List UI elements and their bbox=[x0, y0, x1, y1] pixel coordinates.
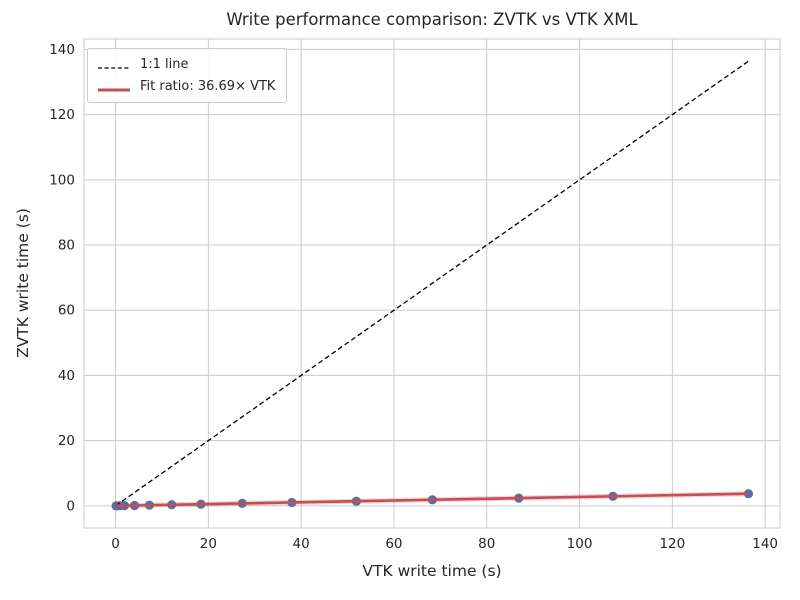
x-tick-label: 120 bbox=[659, 536, 685, 552]
legend: 1:1 line Fit ratio: 36.69× VTK bbox=[87, 48, 288, 103]
legend-row-fit-ratio: Fit ratio: 36.69× VTK bbox=[97, 77, 275, 96]
y-tick-label: 80 bbox=[58, 238, 75, 254]
axes-border bbox=[83, 38, 781, 529]
x-tick-label: 60 bbox=[385, 536, 402, 552]
chart-title: Write performance comparison: ZVTK vs VT… bbox=[226, 10, 638, 29]
y-tick-label: 140 bbox=[49, 42, 75, 58]
y-tick-label: 20 bbox=[58, 433, 75, 449]
legend-row-one-to-one: 1:1 line bbox=[97, 55, 275, 74]
x-tick-label: 40 bbox=[293, 536, 310, 552]
x-tick-label: 100 bbox=[567, 536, 593, 552]
x-tick-label: 140 bbox=[752, 536, 778, 552]
legend-label-fit-ratio: Fit ratio: 36.69× VTK bbox=[140, 79, 276, 94]
y-tick-label: 60 bbox=[58, 303, 75, 319]
y-axis-label: ZVTK write time (s) bbox=[14, 208, 32, 358]
y-tick-label: 100 bbox=[49, 172, 75, 188]
y-tick-label: 0 bbox=[66, 498, 75, 514]
legend-label-one-to-one: 1:1 line bbox=[140, 57, 189, 72]
dashed-line-sample-icon bbox=[97, 61, 131, 69]
fit-line bbox=[115, 492, 749, 508]
x-tick-label: 80 bbox=[478, 536, 495, 552]
y-tick-label: 120 bbox=[49, 107, 75, 123]
one-to-one-line bbox=[115, 60, 749, 507]
y-tick-label: 40 bbox=[58, 368, 75, 384]
x-tick-label: 20 bbox=[200, 536, 217, 552]
solid-line-sample-icon bbox=[97, 83, 131, 91]
x-axis-label: VTK write time (s) bbox=[362, 562, 502, 580]
x-tick-label: 0 bbox=[111, 536, 120, 552]
